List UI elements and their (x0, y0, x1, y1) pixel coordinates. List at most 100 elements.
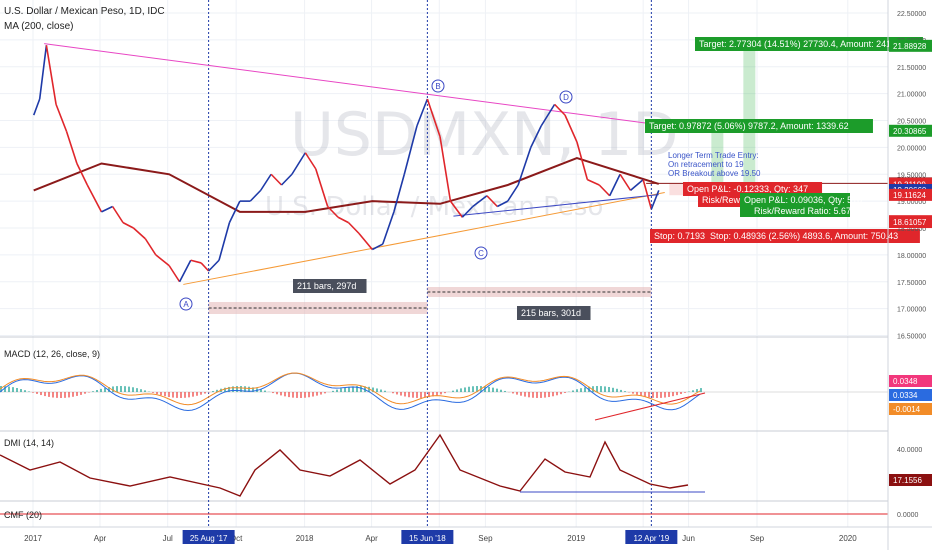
target-long-label: Target: 2.77304 (14.51%) 27730.4, Amount… (699, 39, 899, 49)
macd-histogram-bar (4, 386, 6, 392)
macd-histogram-bar (416, 392, 418, 398)
price-segment (576, 141, 589, 180)
price-segment (517, 147, 532, 186)
y-tick-label: 21.00000 (897, 92, 926, 99)
macd-histogram-bar (616, 388, 618, 392)
macd-histogram-bar (180, 392, 182, 398)
macd-histogram-bar (140, 389, 142, 392)
macd-histogram-bar (236, 386, 238, 392)
macd-histogram-bar (80, 392, 82, 395)
risk-reward-green-label: Risk/Reward Ratio: 5.67 (754, 206, 851, 216)
dmi-tick: 40.0000 (897, 447, 922, 454)
watermark-ticker: USDMXN, 1D (290, 100, 678, 170)
macd-histogram-bar (168, 392, 170, 398)
risk-reward-red-label-bg (698, 193, 749, 207)
price-segment (439, 136, 452, 202)
x-tick-label: Sep (750, 534, 765, 543)
macd-histogram-bar (656, 392, 658, 398)
macd-histogram-bar (104, 387, 106, 392)
y-tick-label: 19.50000 (897, 172, 926, 179)
macd-histogram-bar (172, 392, 174, 398)
macd-histogram-bar (204, 392, 206, 394)
price-segment (55, 104, 68, 132)
macd-pane: MACD (12, 26, close, 9) 0.0348 0.0334 -0.00… (0, 349, 932, 421)
macd-histogram-bar (392, 392, 394, 394)
pane-separators (0, 336, 888, 502)
macd-histogram-bar (48, 392, 50, 397)
macd-histogram-bar (528, 392, 530, 398)
symbol-title: U.S. Dollar / Mexican Peso, 1D, IDC (4, 6, 165, 17)
price-segment (642, 179, 653, 210)
macd-histogram-bar (232, 386, 234, 392)
x-highlight-label: 15 Jun '18 (409, 534, 446, 543)
macd-histogram-bar (476, 386, 478, 392)
macd-histogram-bar (384, 390, 386, 392)
macd-histogram-bar (188, 392, 190, 398)
macd-histogram-bar (272, 392, 274, 394)
macd-histogram-bar (664, 392, 666, 398)
cmf-label: CMF (20) (4, 510, 42, 520)
macd-histogram-bar (240, 386, 242, 392)
price-segment (358, 232, 373, 251)
dmi-value-badge (889, 474, 932, 486)
price-segment (461, 205, 474, 218)
macd-histogram-bar (124, 386, 126, 392)
macd-histogram-bar (612, 387, 614, 392)
price-segment (486, 195, 498, 208)
trade-note-3: OR Breakout above 19.50 (668, 169, 761, 178)
price-segment (507, 184, 519, 202)
target-zone-short (711, 130, 724, 184)
macd-histogram-bar (316, 392, 318, 396)
macd-histogram-bar (648, 392, 650, 398)
x-tick-label: 2017 (24, 534, 42, 543)
macd-histogram-bar (400, 392, 402, 396)
dmi-value: 17.1556 (893, 476, 922, 485)
macd-histogram-bar (556, 392, 558, 396)
price-label: 20.30865 (893, 127, 927, 136)
macd-histogram-bar (408, 392, 410, 398)
y-tick-label: 18.00000 (897, 253, 926, 260)
x-tick-label: Apr (94, 534, 107, 543)
macd-histogram-bar (260, 389, 262, 392)
price-segment (101, 205, 113, 213)
open-pl-green-bg (740, 193, 850, 217)
stop-a-label: Stop: 0.7193 (654, 231, 705, 241)
macd-histogram-bar (348, 386, 350, 392)
price-segment (38, 45, 48, 100)
price-segment (337, 216, 349, 224)
x-highlight-label: 25 Aug '17 (190, 534, 228, 543)
macd-histogram-bar (96, 389, 98, 392)
macd-histogram-bar (680, 392, 682, 394)
price-segment (530, 125, 542, 148)
macd-histogram-bar (532, 392, 534, 398)
macd-histogram-bar (536, 392, 538, 398)
macd-histogram-bar (156, 392, 158, 395)
x-highlight-label: 12 Apr '19 (633, 534, 669, 543)
ma-200-line (33, 157, 660, 213)
macd-histogram-bar (700, 388, 702, 392)
macd-histogram-bar (596, 386, 598, 392)
macd-histogram-bar (632, 392, 634, 394)
support-trendline (183, 192, 665, 285)
price-label-badge (889, 124, 932, 137)
macd-histogram-bar (92, 391, 94, 392)
target-short-label-bg (645, 119, 873, 133)
macd-histogram-bar (352, 386, 354, 392)
macd-label: MACD (12, 26, close, 9) (4, 349, 100, 359)
x-axis: 2017AprJulOct2018AprJulSep2019AprJunSep2… (0, 526, 932, 544)
macd-histogram-bar (516, 392, 518, 395)
macd-histogram-bar (128, 386, 130, 392)
macd-histogram-bar (368, 386, 370, 392)
price-segment (249, 189, 262, 202)
macd-histogram-bar (456, 389, 458, 392)
macd-histogram-bar (496, 388, 498, 392)
macd-histogram-bar (660, 392, 662, 398)
macd-histogram-bar (372, 387, 374, 392)
price-segment (587, 178, 600, 186)
macd-histogram-bar (44, 392, 46, 397)
macd-histogram-bar (644, 392, 646, 397)
price-segment (122, 221, 134, 229)
macd-histogram-bar (344, 387, 346, 392)
price-segment (132, 227, 146, 240)
